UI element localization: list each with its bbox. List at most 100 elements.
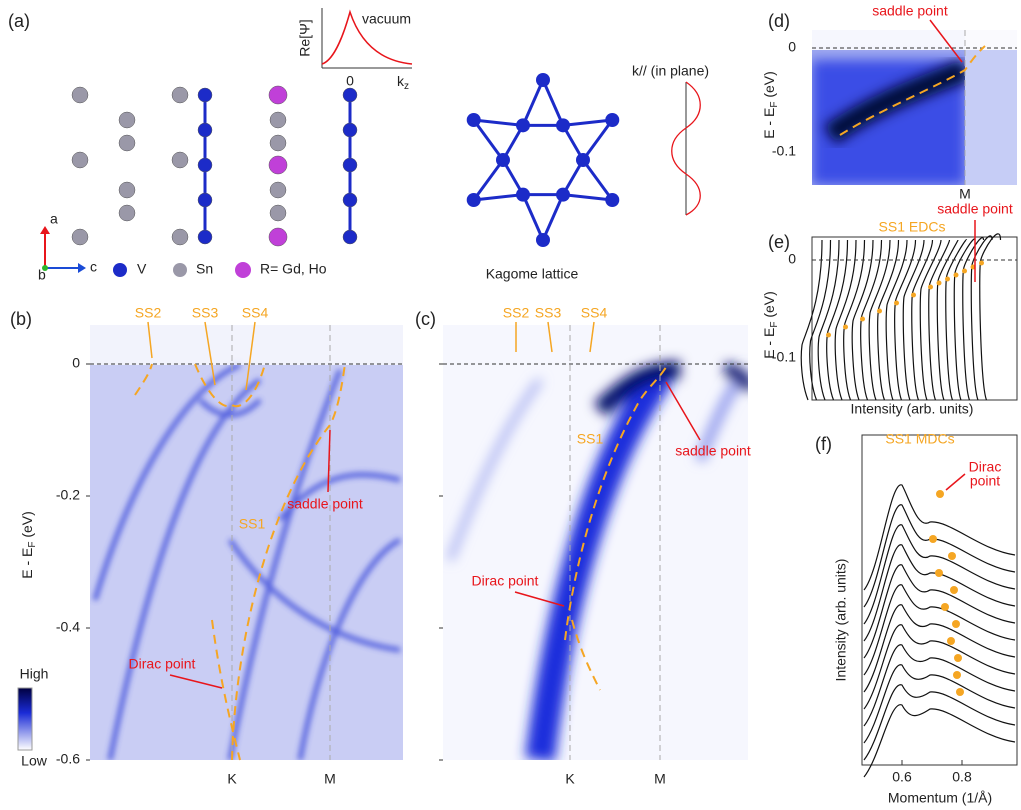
legend-swatch [113, 263, 127, 277]
mdc-curve [863, 604, 1016, 693]
band [525, 366, 673, 760]
label-unit: (eV) [761, 71, 777, 101]
edc-curve [809, 239, 832, 401]
annotation: SS1 [577, 431, 604, 447]
wave [321, 9, 413, 65]
arrow [147, 321, 153, 359]
bond [521, 79, 545, 126]
edc-peak [953, 272, 959, 278]
mdc-peak [948, 552, 956, 560]
atom [171, 228, 189, 246]
annotation: vacuum [362, 11, 411, 27]
mdc-curve [863, 584, 1016, 676]
mdc-curve [863, 484, 1016, 591]
edc-curve [868, 239, 891, 401]
atom [342, 192, 358, 208]
atom [605, 193, 620, 207]
arrows [514, 321, 701, 607]
legend-label: V [137, 261, 147, 277]
band [823, 59, 970, 145]
edc-peak [860, 316, 865, 322]
x-axis-label: Intensity (arb. units) [851, 401, 974, 417]
atom [118, 204, 136, 222]
bond [581, 159, 614, 201]
x-tick-label: M [654, 771, 666, 787]
label-unit: (eV) [19, 511, 35, 541]
edc-curve [919, 239, 942, 401]
arrow [547, 321, 553, 353]
band [227, 538, 401, 653]
mdc-curve [863, 704, 1016, 778]
edc-curve [962, 237, 985, 401]
annotation: SS4 [581, 305, 608, 321]
label-sub: F [769, 322, 780, 328]
axes-arrows [40, 226, 86, 273]
guide [571, 619, 601, 691]
atom [71, 151, 89, 169]
atom [269, 134, 287, 152]
edc-peak [877, 308, 882, 314]
mdc-curve [863, 624, 1016, 710]
mdc-curve [863, 504, 1016, 608]
atom [118, 181, 136, 199]
legend-label: R= Gd, Ho [260, 261, 327, 277]
bond [562, 118, 613, 127]
bond [581, 119, 614, 161]
edc-curve [953, 238, 976, 401]
guide [134, 363, 153, 396]
annotation: saddle point [937, 201, 1013, 217]
annotation: saddle point [675, 443, 751, 459]
atom [71, 228, 89, 246]
label-main: E - E [19, 548, 35, 579]
axis-name: a [50, 211, 58, 227]
atom [605, 113, 620, 127]
mdc-peak [935, 569, 943, 577]
inset [321, 8, 413, 69]
edc-peak [936, 280, 942, 286]
annotation: SS3 [192, 305, 219, 321]
panel-label: (f) [815, 434, 832, 454]
x-tick-label: K [227, 771, 237, 787]
x-tick-label: 0.8 [952, 769, 972, 785]
atom [118, 111, 136, 129]
label-main: k [397, 73, 405, 89]
y-axis-label: E - EF (eV) [761, 71, 780, 139]
band [297, 537, 402, 760]
atom [197, 157, 213, 173]
arrow [589, 321, 595, 353]
annotation: SS3 [535, 305, 562, 321]
atom [342, 87, 358, 103]
atom [496, 153, 510, 167]
x-tick-label: 0.6 [892, 769, 912, 785]
mdc-curve [863, 564, 1016, 659]
guide [211, 619, 241, 761]
edc-curve [817, 239, 840, 401]
x-tick-label: K [565, 771, 575, 787]
atom [342, 157, 358, 173]
arrow [78, 263, 86, 273]
atom [268, 227, 288, 247]
bond [473, 118, 524, 127]
bond [472, 119, 505, 161]
mdc-peak [950, 586, 958, 594]
axis-label: kz [397, 73, 409, 92]
crystal [71, 85, 358, 247]
y-tick-label: -0.1 [772, 349, 796, 365]
band [278, 472, 401, 522]
atom [197, 122, 213, 138]
edc-peak [843, 324, 848, 330]
ticks [86, 363, 90, 761]
atom [171, 86, 189, 104]
bond [472, 159, 505, 201]
atom [269, 111, 287, 129]
guide [564, 363, 669, 641]
atom [197, 192, 213, 208]
wave [671, 81, 701, 216]
panel-title: SS1 MDCs [885, 431, 954, 447]
edc-peak [962, 268, 967, 274]
y-axis-label: E - EF (eV) [761, 291, 780, 359]
atom [466, 193, 481, 207]
arrows [147, 321, 331, 689]
frame [861, 434, 1018, 766]
mdc-peak [929, 535, 937, 543]
